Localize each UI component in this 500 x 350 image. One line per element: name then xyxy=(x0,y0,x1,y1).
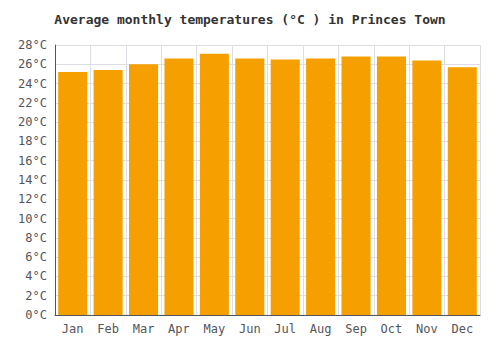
svg-text:14°C: 14°C xyxy=(18,173,47,187)
svg-text:Oct: Oct xyxy=(381,322,403,336)
svg-text:May: May xyxy=(204,322,226,336)
svg-text:12°C: 12°C xyxy=(18,192,47,206)
svg-text:26°C: 26°C xyxy=(18,57,47,71)
svg-text:22°C: 22°C xyxy=(18,96,47,110)
svg-text:16°C: 16°C xyxy=(18,154,47,168)
svg-text:Nov: Nov xyxy=(416,322,438,336)
svg-text:2°C: 2°C xyxy=(25,289,47,303)
svg-text:Average monthly temperatures (: Average monthly temperatures (°C ) in Pr… xyxy=(54,12,445,27)
svg-text:Mar: Mar xyxy=(133,322,155,336)
svg-text:Aug: Aug xyxy=(310,322,332,336)
svg-text:Jun: Jun xyxy=(239,322,261,336)
svg-text:28°C: 28°C xyxy=(18,38,47,52)
svg-text:18°C: 18°C xyxy=(18,134,47,148)
svg-text:Feb: Feb xyxy=(97,322,119,336)
svg-text:4°C: 4°C xyxy=(25,269,47,283)
svg-text:Jan: Jan xyxy=(62,322,84,336)
svg-text:20°C: 20°C xyxy=(18,115,47,129)
svg-text:Dec: Dec xyxy=(451,322,473,336)
svg-text:Jul: Jul xyxy=(274,322,296,336)
svg-text:24°C: 24°C xyxy=(18,77,47,91)
svg-text:10°C: 10°C xyxy=(18,212,47,226)
svg-text:8°C: 8°C xyxy=(25,231,47,245)
svg-text:6°C: 6°C xyxy=(25,250,47,264)
svg-text:0°C: 0°C xyxy=(25,308,47,322)
svg-text:Apr: Apr xyxy=(168,322,190,336)
svg-text:Sep: Sep xyxy=(345,322,367,336)
